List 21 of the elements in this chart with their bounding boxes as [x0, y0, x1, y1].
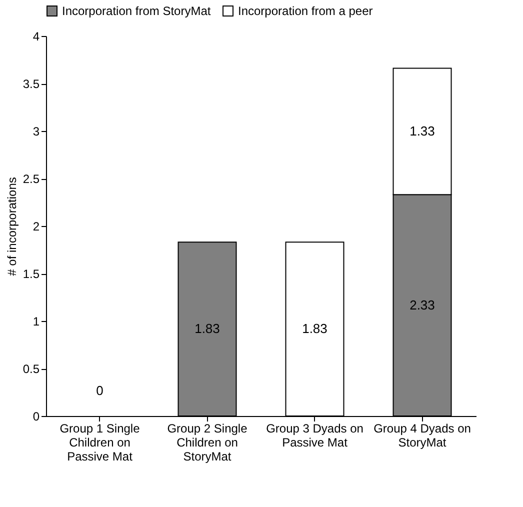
x-tick-label: Group 1 Single Children on Passive Mat — [60, 422, 140, 464]
legend-label: Incorporation from a peer — [238, 4, 373, 18]
y-tick-label: 3.5 — [22, 77, 40, 91]
y-tick-label: 3 — [32, 124, 40, 138]
y-axis-title: # of incorporations — [4, 177, 19, 276]
data-label: 1.83 — [194, 321, 220, 336]
y-tick-label: 1.5 — [22, 267, 40, 281]
y-tick-label: 0 — [32, 410, 40, 424]
y-tick-label: 0.5 — [22, 362, 40, 376]
y-tick-label: 2.5 — [22, 172, 40, 186]
data-label: 0 — [96, 383, 104, 398]
y-tick-label: 2 — [32, 220, 40, 234]
legend-label: Incorporation from StoryMat — [62, 4, 212, 18]
data-label: 1.83 — [302, 321, 328, 336]
x-tick-label: Group 4 Dyads on StoryMat — [374, 422, 471, 450]
y-tick-label: 1 — [32, 314, 40, 328]
x-tick-label: Group 2 Single Children on StoryMat — [167, 422, 248, 464]
y-tick-label: 4 — [32, 30, 40, 44]
data-label: 1.33 — [410, 123, 435, 138]
data-label: 2.33 — [410, 297, 435, 312]
x-tick-label: Group 3 Dyads on Passive Mat — [266, 422, 364, 450]
